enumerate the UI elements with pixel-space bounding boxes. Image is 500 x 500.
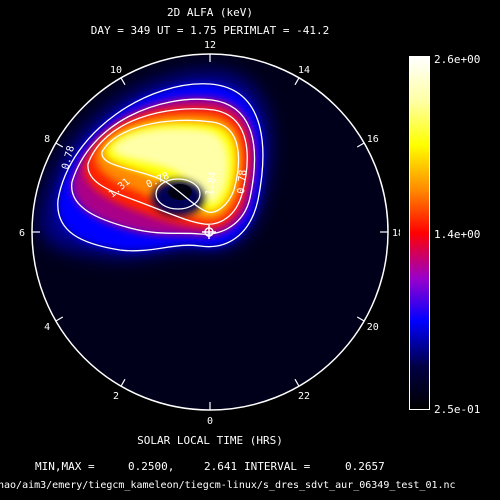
hour-tick (55, 316, 64, 322)
colorbar-min-label: 2.5e-01 (434, 403, 481, 416)
hour-tick (356, 142, 365, 148)
contour-label: 1.84 (204, 171, 219, 197)
hour-tick (356, 316, 365, 322)
hour-tick (55, 142, 64, 148)
hour-tick-label: 18 (392, 228, 400, 239)
hour-tick-label: 0 (207, 416, 213, 427)
hour-tick-label: 16 (367, 134, 379, 145)
file-path: hao/aim3/emery/tiegcm_kameleon/tiegcm-li… (0, 480, 456, 491)
auroral-oval-field (32, 54, 388, 410)
hour-tick-label: 20 (367, 322, 379, 333)
hour-tick (120, 77, 126, 86)
stats-max-value: 2.641 (204, 460, 238, 473)
chart-title: 2D ALFA (keV) (166, 6, 254, 19)
hour-tick (294, 77, 300, 86)
contour-label: 0.78 (236, 169, 249, 194)
colorbar-mid-label: 1.4e+00 (434, 228, 481, 241)
x-axis-label: SOLAR LOCAL TIME (HRS) (137, 434, 283, 447)
hour-tick-labels: 0 2 4 6 8 10 12 14 16 18 20 22 (19, 40, 400, 427)
hour-tick-label: 6 (19, 228, 25, 239)
hour-tick-label: 4 (44, 322, 50, 333)
hour-tick-label: 8 (44, 134, 50, 145)
hour-tick-label: 2 (113, 391, 119, 402)
contour-lines (57, 83, 264, 252)
stats-interval-label: INTERVAL = (244, 460, 311, 473)
hour-tick-label: 22 (298, 391, 310, 402)
colorbar (409, 56, 430, 410)
chart-subtitle: DAY = 349 UT = 1.75 PERIMLAT = -41.2 (90, 24, 330, 37)
stats-interval-value: 0.2657 (345, 460, 385, 473)
hour-tick-label: 12 (204, 40, 216, 51)
hour-tick (294, 378, 300, 387)
hour-tick-marks (32, 54, 388, 410)
polar-plot: 0246810121416182022 0.78 1.31 1.84 0.78 … (19, 40, 400, 427)
stats-label: MIN,MAX = (35, 460, 95, 473)
stats-min-value: 0.2500, (128, 460, 175, 473)
hour-tick (120, 378, 126, 387)
hour-tick-label: 10 (110, 65, 122, 76)
hour-tick-label: 14 (298, 65, 310, 76)
colorbar-max-label: 2.6e+00 (434, 53, 481, 66)
crosshair-marker (202, 225, 216, 239)
